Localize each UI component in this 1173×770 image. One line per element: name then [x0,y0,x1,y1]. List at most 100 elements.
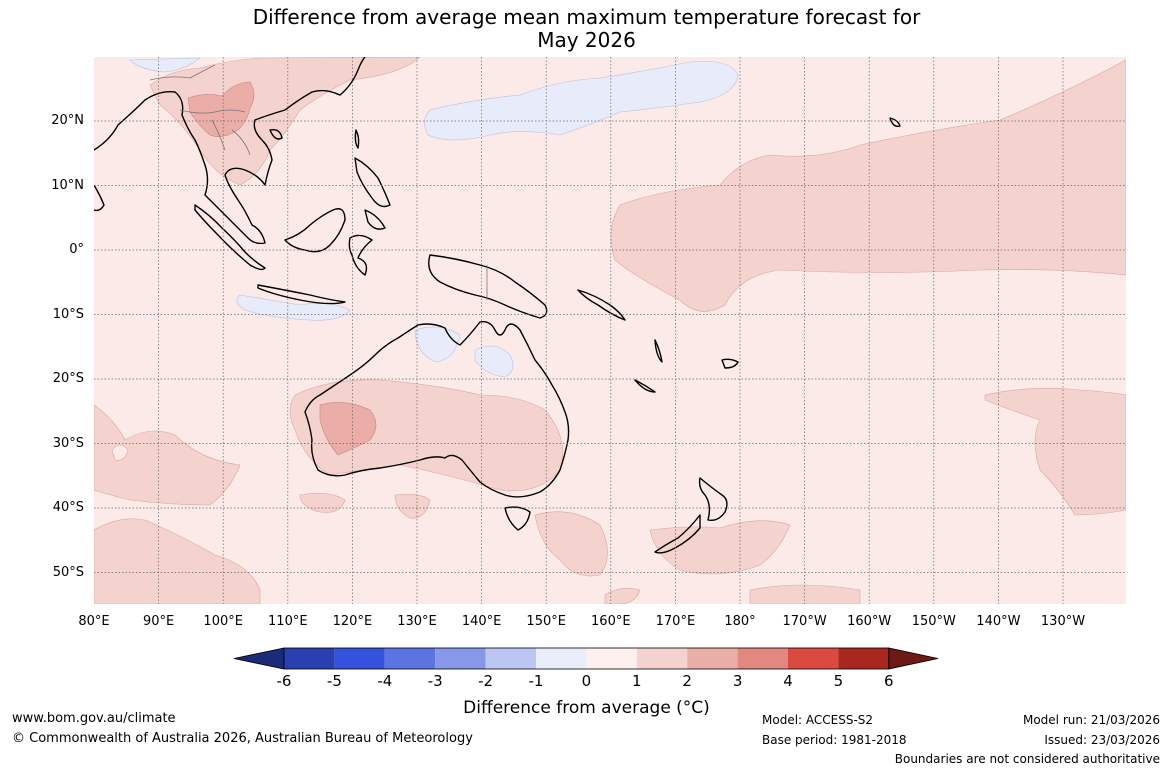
colorbar-tick-label: 5 [833,672,844,690]
colorbar-tick-label: -3 [427,672,443,690]
coast-asia-mainland [94,57,366,245]
coast-new-caledonia [634,379,656,393]
longitude-label: 90°E [142,614,175,629]
coast-java [257,284,346,305]
anomaly-region-southeast-asia [149,57,421,186]
border-mainland-asia [149,64,251,156]
anomaly-region-southern-ocean [94,518,261,604]
website-link[interactable]: www.bom.gov.au/climate [12,711,176,726]
model-run-date: Model run: 21/03/2026 [1022,713,1160,727]
colorbar-tick-label: -1 [528,672,544,690]
colorbar-tick-label: 1 [632,672,642,690]
map-title-line2: May 2026 [537,28,636,52]
coast-fiji [721,358,739,369]
longitude-label: 130°W [1040,614,1086,629]
colorbar-extend-high [888,647,939,670]
coastlines [94,57,901,554]
colorbar-tick-label: -5 [326,672,342,690]
base-period: Base period: 1981-2018 [762,733,907,747]
colorbar [233,647,939,670]
issued-date: Issued: 23/03/2026 [1044,733,1160,747]
coast-vanuatu [654,339,663,363]
anomaly-region-tasman [534,511,608,577]
map-title-line1: Difference from average mean maximum tem… [252,5,921,29]
coast-hainan [269,128,283,140]
latitude-label: 10°N [51,177,84,193]
anomaly-region-north-pacific-cool [424,61,739,141]
anomaly-region-southwest [94,404,241,506]
coast-new-guinea [428,254,548,319]
longitude-label: 130°E [397,614,437,629]
longitude-label: 170°E [655,614,696,629]
model-name: Model: ACCESS-S2 [762,713,874,727]
colorbar-tick-label: -4 [377,672,393,690]
anomaly-region-carpentaria-cool [474,345,514,378]
latitude-label: 40°S [52,500,84,515]
country-borders [149,64,488,300]
colorbar-segment [334,648,385,669]
colorbar-segment [435,648,486,669]
latitude-label: 20°S [52,371,84,386]
longitude-label: 100°E [203,614,243,629]
colorbar-segment [788,648,839,669]
anomaly-region-far-south-2 [604,588,641,604]
coast-australia [304,320,570,498]
coast-nz-north [698,477,728,522]
anomaly-region-indochina-strong [187,81,255,137]
anomaly-region-far-south [749,584,861,604]
colorbar-tick-label: 3 [732,672,743,690]
graticule [94,57,1126,604]
longitude-label: 150°E [526,614,566,629]
coast-philippines [354,157,391,230]
boundaries-disclaimer: Boundaries are not considered authoritat… [894,752,1160,766]
coast-hawaii [889,117,901,128]
anomaly-region-java-cool [236,294,351,321]
longitude-label: 160°E [591,614,631,629]
latitude-label: 0° [69,242,84,257]
anomaly-region-east-pacific-south [984,388,1126,516]
coast-tasmania [504,506,531,531]
latitude-label: 50°S [52,564,84,580]
coast-nz-south [654,514,701,554]
anomaly-region-wa-strong [319,402,377,456]
colorbar-segment [536,648,587,669]
longitude-label: 160°W [847,614,892,629]
latitude-label: 20°N [51,113,84,128]
anomaly-region-south-cool [111,444,129,461]
colorbar-segment [485,648,536,669]
colorbar-tick-label: 6 [884,672,894,690]
longitude-label: 80°E [78,614,110,629]
colorbar-tick-label: 4 [783,672,793,690]
longitude-label: 180° [724,614,756,629]
coast-india-east [94,184,105,212]
copyright-text: © Commonwealth of Australia 2026, Austra… [12,731,473,746]
anomaly-region-south-nz [649,520,791,575]
colorbar-tick-label: 2 [682,672,692,690]
coast-taiwan [354,129,360,149]
longitude-label: 110°E [268,614,308,629]
longitude-label: 170°W [782,614,827,629]
latitude-label: 30°S [52,435,84,451]
longitude-label: 140°E [461,614,502,629]
longitude-label: 140°W [976,614,1021,629]
colorbar-segment [838,648,889,669]
colorbar-segment [636,648,688,669]
colorbar-segment [284,648,335,669]
colorbar-outline [283,647,890,670]
coast-sulawesi [348,234,373,276]
colorbar-segment [737,648,788,669]
colorbar-segment [687,648,738,669]
colorbar-tick-label: 0 [581,672,592,690]
colorbar-extend-low [233,647,285,670]
colorbar-tick-label: -6 [276,672,292,690]
longitude-label: 120°E [332,614,373,629]
latitude-label: 10°S [52,306,84,322]
coast-solomons [577,289,626,321]
colorbar-segment [384,648,436,669]
colorbar-title: Difference from average (°C) [463,698,710,718]
longitude-label: 150°W [911,614,956,629]
colorbar-segment [586,648,637,669]
coast-sumatra [194,204,266,271]
anomaly-region-northwest-cool [129,57,201,73]
